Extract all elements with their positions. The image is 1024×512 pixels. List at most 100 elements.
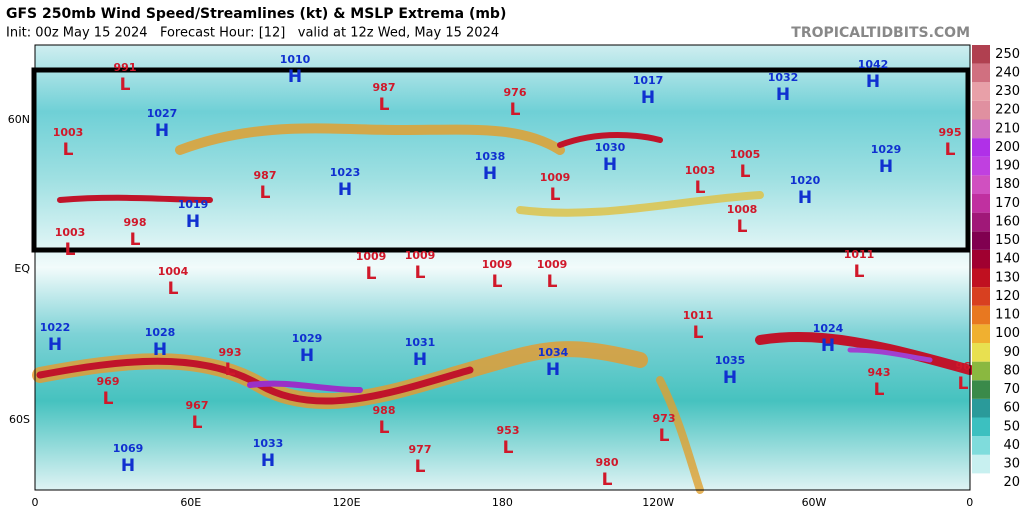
colorbar-label: 230 bbox=[995, 84, 1020, 99]
site: TROPICALTIDBITS.COM bbox=[791, 25, 970, 41]
pressure-value: 943 bbox=[868, 366, 891, 379]
pressure-value: 1011 bbox=[844, 248, 875, 261]
pressure-value: 1035 bbox=[715, 354, 746, 367]
pressure-value: 1011 bbox=[683, 309, 714, 322]
colorbar-label: 210 bbox=[995, 121, 1020, 136]
pressure-value: 1027 bbox=[147, 107, 178, 120]
colorbar-swatch bbox=[972, 119, 990, 139]
pressure-value: 1017 bbox=[633, 74, 664, 87]
colorbar-swatch bbox=[972, 398, 990, 418]
colorbar-label: 160 bbox=[995, 214, 1020, 229]
colorbar-swatch bbox=[972, 45, 990, 64]
system-letter: H bbox=[300, 346, 314, 366]
map-frame bbox=[34, 44, 971, 491]
lat-label: 60N bbox=[8, 113, 30, 126]
colorbar-swatch bbox=[972, 194, 990, 213]
pressure-value: 1020 bbox=[790, 174, 821, 187]
pressure-value: 1009 bbox=[482, 258, 513, 271]
system-letter: H bbox=[776, 85, 790, 105]
pressure-value: 1030 bbox=[595, 141, 626, 154]
pressure-value: 1010 bbox=[280, 53, 311, 66]
system-letter: H bbox=[338, 180, 352, 200]
pressure-value: 988 bbox=[373, 404, 396, 417]
colorbar-swatch bbox=[972, 268, 990, 288]
pressure-value: 1004 bbox=[158, 265, 189, 278]
colorbar-swatch bbox=[972, 454, 990, 474]
colorbar-swatch bbox=[972, 305, 990, 325]
colorbar-label: 70 bbox=[1003, 382, 1020, 397]
system-letter: H bbox=[821, 336, 835, 356]
system-letter: L bbox=[740, 162, 751, 182]
colorbar-label: 40 bbox=[1003, 438, 1020, 453]
colorbar-label: 140 bbox=[995, 252, 1020, 267]
lon-label: 60E bbox=[180, 496, 201, 509]
pressure-value: 991 bbox=[114, 61, 137, 74]
colorbar-swatch bbox=[972, 249, 990, 269]
pressure-value: 969 bbox=[97, 375, 120, 388]
system-letter: L bbox=[65, 240, 76, 260]
pressure-value: 976 bbox=[504, 86, 527, 99]
pressure-value: 1028 bbox=[145, 326, 176, 339]
title: GFS 250mb Wind Speed/Streamlines (kt) & … bbox=[6, 6, 506, 22]
colorbar-label: 220 bbox=[995, 103, 1020, 118]
region-box bbox=[31, 67, 971, 253]
pressure-value: 1069 bbox=[113, 442, 144, 455]
colorbar-label: 250 bbox=[995, 47, 1020, 62]
colorbar-swatch bbox=[972, 175, 990, 194]
pressure-value: 1003 bbox=[55, 226, 86, 239]
subtitle: Init: 00z May 15 2024 Forecast Hour: [12… bbox=[6, 26, 499, 41]
pressure-value: 1032 bbox=[768, 71, 799, 84]
colorbar-swatch bbox=[972, 380, 990, 399]
colorbar-swatch bbox=[972, 100, 990, 120]
system-letter: H bbox=[413, 350, 427, 370]
system-letter: L bbox=[547, 272, 558, 292]
pressure-value: 953 bbox=[497, 424, 520, 437]
pressure-value: 1038 bbox=[475, 150, 506, 163]
system-letter: L bbox=[659, 426, 670, 446]
system-letter: L bbox=[415, 457, 426, 477]
system-letter: L bbox=[415, 263, 426, 283]
colorbar-label: 20 bbox=[1003, 475, 1020, 490]
system-letter: L bbox=[260, 183, 271, 203]
pressure-value: 967 bbox=[186, 399, 209, 412]
pressure-value: 987 bbox=[254, 169, 277, 182]
pressure-value: 1005 bbox=[730, 148, 761, 161]
colorbar-swatch bbox=[972, 231, 990, 250]
pressure-value: 1009 bbox=[405, 249, 436, 262]
colorbar: 20 30 40 50 60 70 80 90 100 110 120 130 140 150 160 170… bbox=[972, 45, 1020, 492]
system-letter: L bbox=[63, 140, 74, 160]
pressure-value: 995 bbox=[939, 126, 962, 139]
pressure-value: 993 bbox=[219, 346, 242, 359]
system-letter: H bbox=[288, 67, 302, 87]
pressure-value: 1003 bbox=[685, 164, 716, 177]
system-letter: H bbox=[153, 340, 167, 360]
colorbar-swatch bbox=[972, 63, 990, 83]
system-letter: H bbox=[121, 456, 135, 476]
pressure-value: 987 bbox=[373, 81, 396, 94]
